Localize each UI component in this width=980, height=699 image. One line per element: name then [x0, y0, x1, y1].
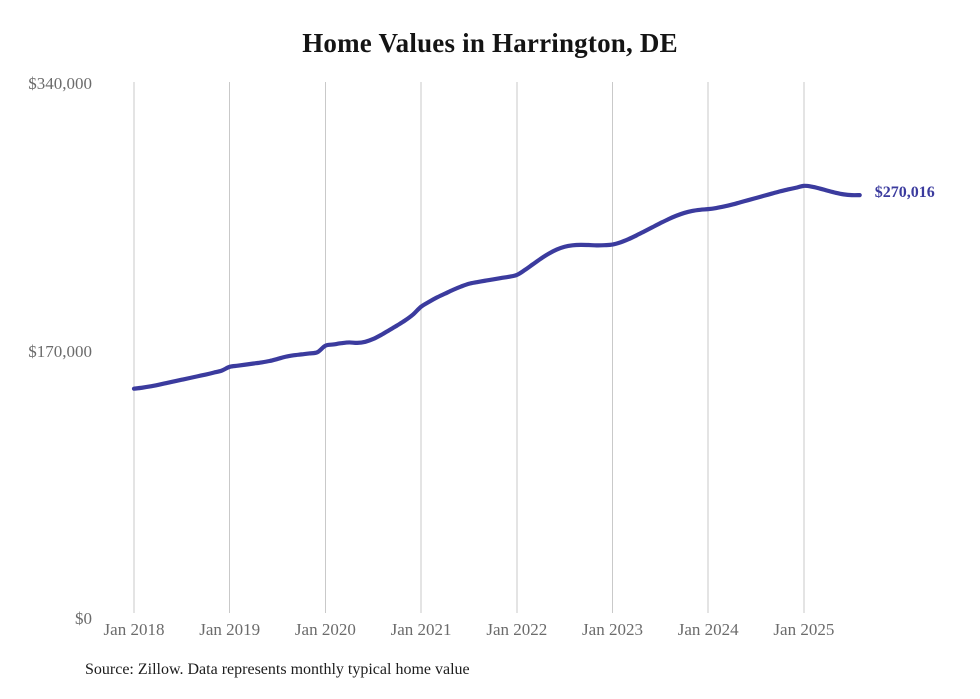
x-tick-label: Jan 2024	[677, 620, 739, 639]
home-value-series-line	[131, 183, 862, 391]
gridlines-group	[133, 82, 805, 613]
x-tick-label: Jan 2021	[390, 620, 452, 639]
x-tick-label: Jan 2019	[199, 620, 261, 639]
x-tick-label: Jan 2022	[486, 620, 548, 639]
x-tick-label: Jan 2025	[773, 620, 835, 639]
y-tick-label: $0	[75, 609, 92, 628]
x-tick-label: Jan 2020	[294, 620, 356, 639]
end-value-annotation: $270,016	[874, 184, 935, 202]
y-tick-label: $170,000	[28, 341, 92, 361]
x-tick-label: Jan 2023	[582, 620, 643, 639]
y-tick-label: $340,000	[28, 74, 92, 93]
x-tick-label: Jan 2018	[103, 620, 165, 639]
chart-title: Home Values in Harrington, DE	[302, 28, 678, 58]
source-note: Source: Zillow. Data represents monthly …	[85, 661, 470, 678]
